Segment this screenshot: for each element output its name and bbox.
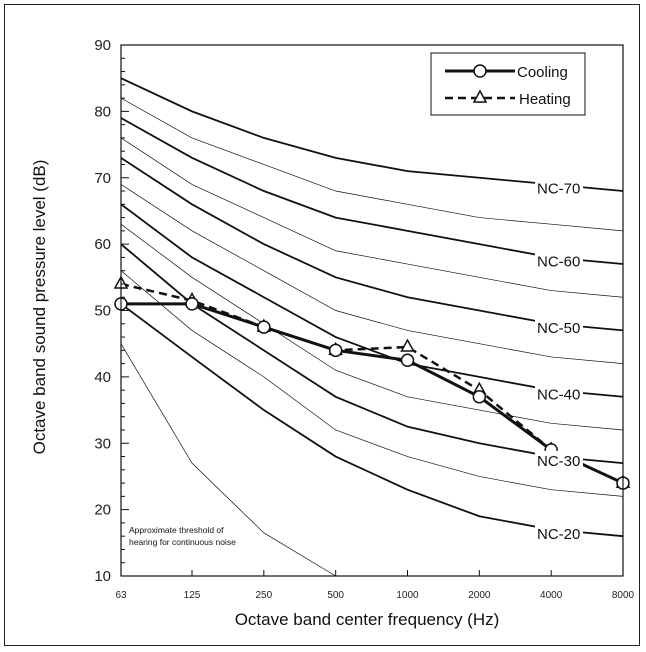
- nc-label: NC-40: [537, 386, 580, 403]
- nc-label: NC-60: [537, 254, 580, 271]
- x-tick-label: 8000: [612, 590, 635, 601]
- y-tick-label: 10: [94, 568, 111, 585]
- nc-curve-minor: [120, 97, 624, 232]
- x-tick-label: 1000: [396, 590, 419, 601]
- cooling-point: [400, 353, 415, 368]
- cooling-point: [328, 343, 343, 358]
- threshold-note-line-2: hearing for continuous noise: [129, 537, 236, 547]
- legend-heating-label: Heating: [519, 91, 571, 108]
- nc-curve: [120, 243, 624, 465]
- nc-curve-minor: [120, 270, 624, 497]
- nc-label-bg: [535, 318, 583, 337]
- threshold-note: Approximate threshold of hearing for con…: [129, 525, 236, 547]
- threshold-note-line-1: Approximate threshold of: [129, 525, 224, 535]
- nc-label-bg: [535, 384, 583, 403]
- nc-label-bg: [535, 523, 583, 542]
- x-axis-ticks: 63 125 250 500 1000 2000 4000 8000: [115, 570, 635, 601]
- cooling-point: [185, 297, 199, 311]
- y-tick-label: 30: [94, 435, 111, 452]
- cooling-line: [121, 302, 624, 485]
- plot-area: [120, 44, 624, 577]
- y-tick-label: 70: [94, 170, 111, 187]
- nc-label-bg: [535, 450, 583, 469]
- nc-label: NC-50: [537, 320, 580, 337]
- y-axis-ticks: 10 20 30 40 50 60 70 80 90: [94, 37, 129, 585]
- legend: Cooling Heating: [430, 52, 586, 116]
- legend-cooling-marker: [473, 64, 487, 78]
- nc-curve: [120, 303, 624, 538]
- y-tick-label: 40: [94, 369, 111, 386]
- threshold-line: [120, 343, 336, 577]
- x-axis-title: Octave band center frequency (Hz): [235, 610, 500, 629]
- nc-chart: 10 20 30 40 50 60 70 80 90 63 125 250 500 1000 2000 40…: [30, 37, 635, 629]
- heating-point: [400, 338, 415, 352]
- x-tick-label: 500: [327, 590, 344, 601]
- y-tick-label: 50: [94, 303, 111, 320]
- nc-label: NC-70: [537, 181, 580, 198]
- nc-curve-minor: [120, 184, 624, 364]
- nc-curve-minor: [120, 223, 624, 431]
- legend-cooling-label: Cooling: [517, 64, 568, 81]
- x-tick-label: 125: [184, 590, 201, 601]
- x-tick-label: 63: [115, 590, 127, 601]
- x-tick-label: 4000: [540, 590, 563, 601]
- y-tick-label: 20: [94, 502, 111, 519]
- data-series: [113, 275, 631, 490]
- chart-frame: 10 20 30 40 50 60 70 80 90 63 125 250 500 1000 2000 40…: [4, 4, 640, 646]
- threshold-curve: [120, 343, 336, 577]
- y-tick-label: 60: [94, 236, 111, 253]
- legend-box: [430, 52, 586, 116]
- nc-label: NC-20: [537, 526, 580, 543]
- x-tick-label: 2000: [468, 590, 491, 601]
- legend-heating-marker: [472, 89, 488, 103]
- nc-label-bg: [535, 178, 583, 197]
- y-tick-label: 80: [94, 103, 111, 120]
- nc-labels: NC-70 NC-60 NC-50 NC-40 NC-30 NC-20: [535, 178, 583, 543]
- y-axis-title: Octave band sound pressure level (dB): [30, 160, 49, 455]
- x-tick-label: 250: [255, 590, 272, 601]
- cooling-point: [472, 390, 487, 404]
- nc-label-bg: [535, 251, 583, 270]
- nc-curve-minor: [120, 137, 624, 298]
- nc-label: NC-30: [537, 453, 580, 470]
- y-tick-label: 90: [94, 37, 111, 54]
- cooling-point: [257, 320, 271, 334]
